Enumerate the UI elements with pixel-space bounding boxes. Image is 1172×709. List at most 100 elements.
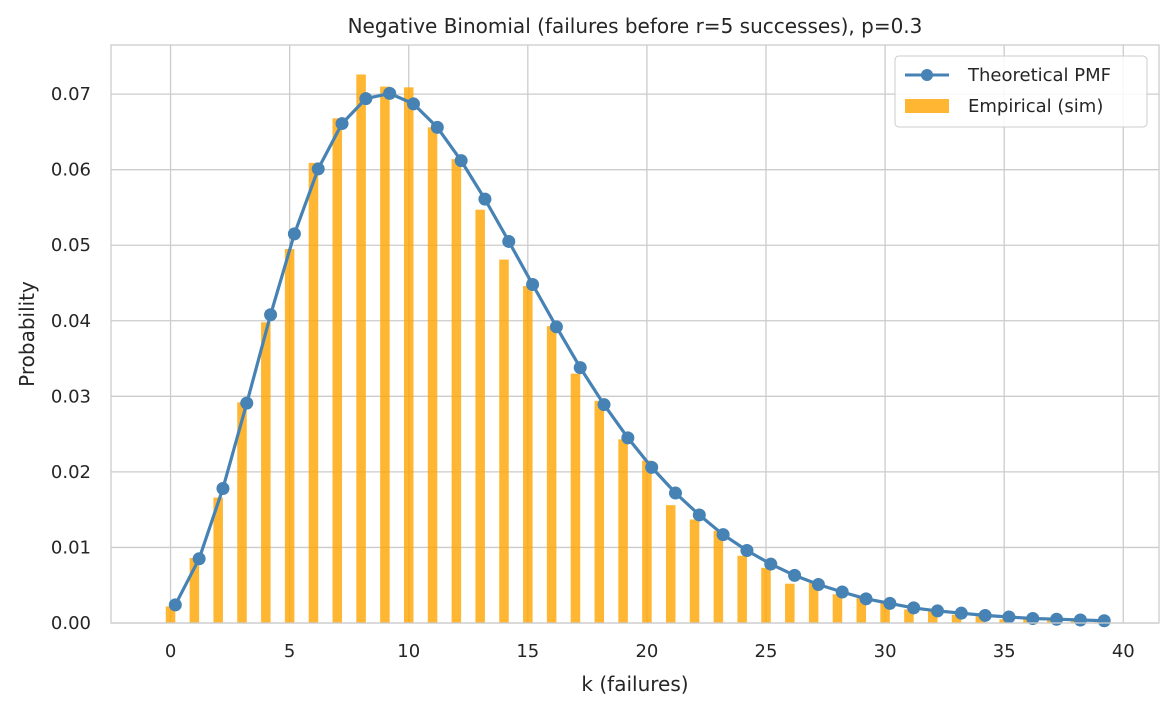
pmf-marker bbox=[287, 227, 301, 241]
legend-label-theoretical: Theoretical PMF bbox=[967, 65, 1111, 86]
y-tick-label: 0.05 bbox=[51, 235, 91, 256]
pmf-marker bbox=[811, 577, 825, 591]
empirical-bar bbox=[213, 497, 223, 623]
y-tick-label: 0.00 bbox=[51, 613, 91, 634]
pmf-marker bbox=[597, 398, 611, 412]
legend-box bbox=[894, 55, 1148, 128]
pmf-marker bbox=[311, 162, 325, 176]
pmf-marker bbox=[930, 604, 944, 618]
pmf-marker bbox=[1026, 611, 1040, 625]
empirical-bar bbox=[237, 402, 247, 623]
pmf-marker bbox=[573, 361, 587, 375]
theoretical-pmf bbox=[168, 86, 1111, 628]
x-tick-label: 40 bbox=[1112, 641, 1135, 662]
pmf-marker bbox=[526, 278, 540, 292]
pmf-marker bbox=[264, 308, 278, 322]
empirical-bar bbox=[785, 583, 795, 623]
x-tick-label: 20 bbox=[635, 641, 658, 662]
y-tick-label: 0.02 bbox=[51, 462, 91, 483]
y-axis-label: Probability bbox=[15, 281, 39, 387]
empirical-bar bbox=[904, 609, 914, 623]
x-tick-label: 0 bbox=[165, 641, 176, 662]
empirical-bar bbox=[356, 74, 366, 623]
empirical-bar bbox=[261, 322, 271, 623]
pmf-marker bbox=[502, 234, 516, 248]
plot-frame bbox=[110, 44, 1160, 624]
pmf-marker bbox=[1097, 614, 1111, 628]
pmf-line bbox=[173, 91, 1105, 623]
pmf-marker bbox=[240, 396, 254, 410]
pmf-marker bbox=[788, 568, 802, 582]
empirical-bar bbox=[618, 439, 628, 623]
pmf-marker bbox=[216, 482, 230, 496]
pmf-marker bbox=[168, 598, 182, 612]
x-tick-label: 10 bbox=[397, 641, 420, 662]
empirical-bar bbox=[499, 259, 509, 623]
empirical-bar bbox=[570, 373, 581, 623]
y-tick-label: 0.07 bbox=[51, 84, 91, 105]
empirical-bar bbox=[475, 209, 485, 623]
x-axis-label: k (failures) bbox=[581, 672, 688, 696]
x-tick-label: 30 bbox=[874, 641, 897, 662]
y-tick-label: 0.01 bbox=[51, 537, 91, 558]
pmf-marker bbox=[835, 585, 849, 599]
x-tick-label: 25 bbox=[755, 641, 778, 662]
empirical-bar bbox=[808, 582, 819, 623]
legend: Theoretical PMF Empirical (sim) bbox=[894, 55, 1148, 128]
pmf-marker bbox=[454, 154, 468, 168]
pmf-marker bbox=[192, 552, 206, 566]
empirical-bar bbox=[665, 505, 676, 623]
empirical-bar bbox=[308, 162, 319, 623]
pmf-marker bbox=[978, 608, 992, 622]
y-tick-label: 0.04 bbox=[51, 311, 91, 332]
empirical-bar bbox=[856, 598, 867, 623]
empirical-bar bbox=[451, 159, 462, 624]
empirical-bar bbox=[380, 86, 390, 624]
legend-label-empirical: Empirical (sim) bbox=[968, 96, 1103, 117]
legend-marker-swatch bbox=[921, 69, 933, 81]
empirical-bar bbox=[737, 555, 747, 623]
y-tick-label: 0.06 bbox=[51, 160, 91, 181]
pmf-marker bbox=[1050, 612, 1064, 626]
pmf-marker bbox=[883, 596, 897, 610]
empirical-bar bbox=[642, 460, 652, 623]
pmf-marker bbox=[954, 606, 968, 620]
empirical-bar bbox=[284, 249, 295, 623]
pmf-marker bbox=[406, 97, 420, 111]
empirical-bar bbox=[165, 606, 176, 623]
tick-labels: 0 5 10 15 20 25 30 35 40 0.00 0.01 0.02 0.03 0.04 0.05… bbox=[51, 84, 1135, 662]
legend-bar-swatch bbox=[905, 99, 949, 113]
pmf-marker bbox=[359, 92, 373, 106]
empirical-bar bbox=[951, 614, 962, 623]
pmf-marker bbox=[764, 557, 778, 571]
pmf-marker bbox=[335, 117, 349, 131]
empirical-bar bbox=[594, 400, 605, 623]
empirical-bar bbox=[689, 519, 700, 623]
empirical-bar bbox=[427, 127, 438, 623]
empirical-bar bbox=[403, 87, 414, 624]
empirical-bar bbox=[546, 326, 557, 623]
empirical-bar bbox=[880, 602, 890, 623]
empirical-bar bbox=[523, 286, 533, 623]
x-tick-label: 15 bbox=[516, 641, 539, 662]
empirical-bars bbox=[165, 74, 1105, 624]
empirical-bar bbox=[189, 558, 200, 623]
empirical-bar bbox=[713, 530, 724, 623]
empirical-bar bbox=[832, 594, 843, 623]
pmf-marker bbox=[383, 86, 397, 100]
chart-title: Negative Binomial (failures before r=5 s… bbox=[348, 14, 923, 38]
pmf-marker bbox=[621, 431, 635, 445]
pmf-marker bbox=[1073, 613, 1087, 627]
pmf-marker bbox=[430, 120, 444, 134]
empirical-bar bbox=[927, 610, 938, 623]
x-tick-label: 35 bbox=[993, 641, 1016, 662]
y-tick-label: 0.03 bbox=[51, 386, 91, 407]
pmf-marker bbox=[1002, 610, 1016, 624]
empirical-bar bbox=[761, 567, 771, 623]
pmf-marker bbox=[740, 543, 754, 557]
empirical-bar bbox=[332, 118, 343, 624]
pmf-marker bbox=[668, 486, 682, 500]
pmf-marker bbox=[692, 508, 706, 522]
pmf-marker bbox=[716, 528, 730, 542]
